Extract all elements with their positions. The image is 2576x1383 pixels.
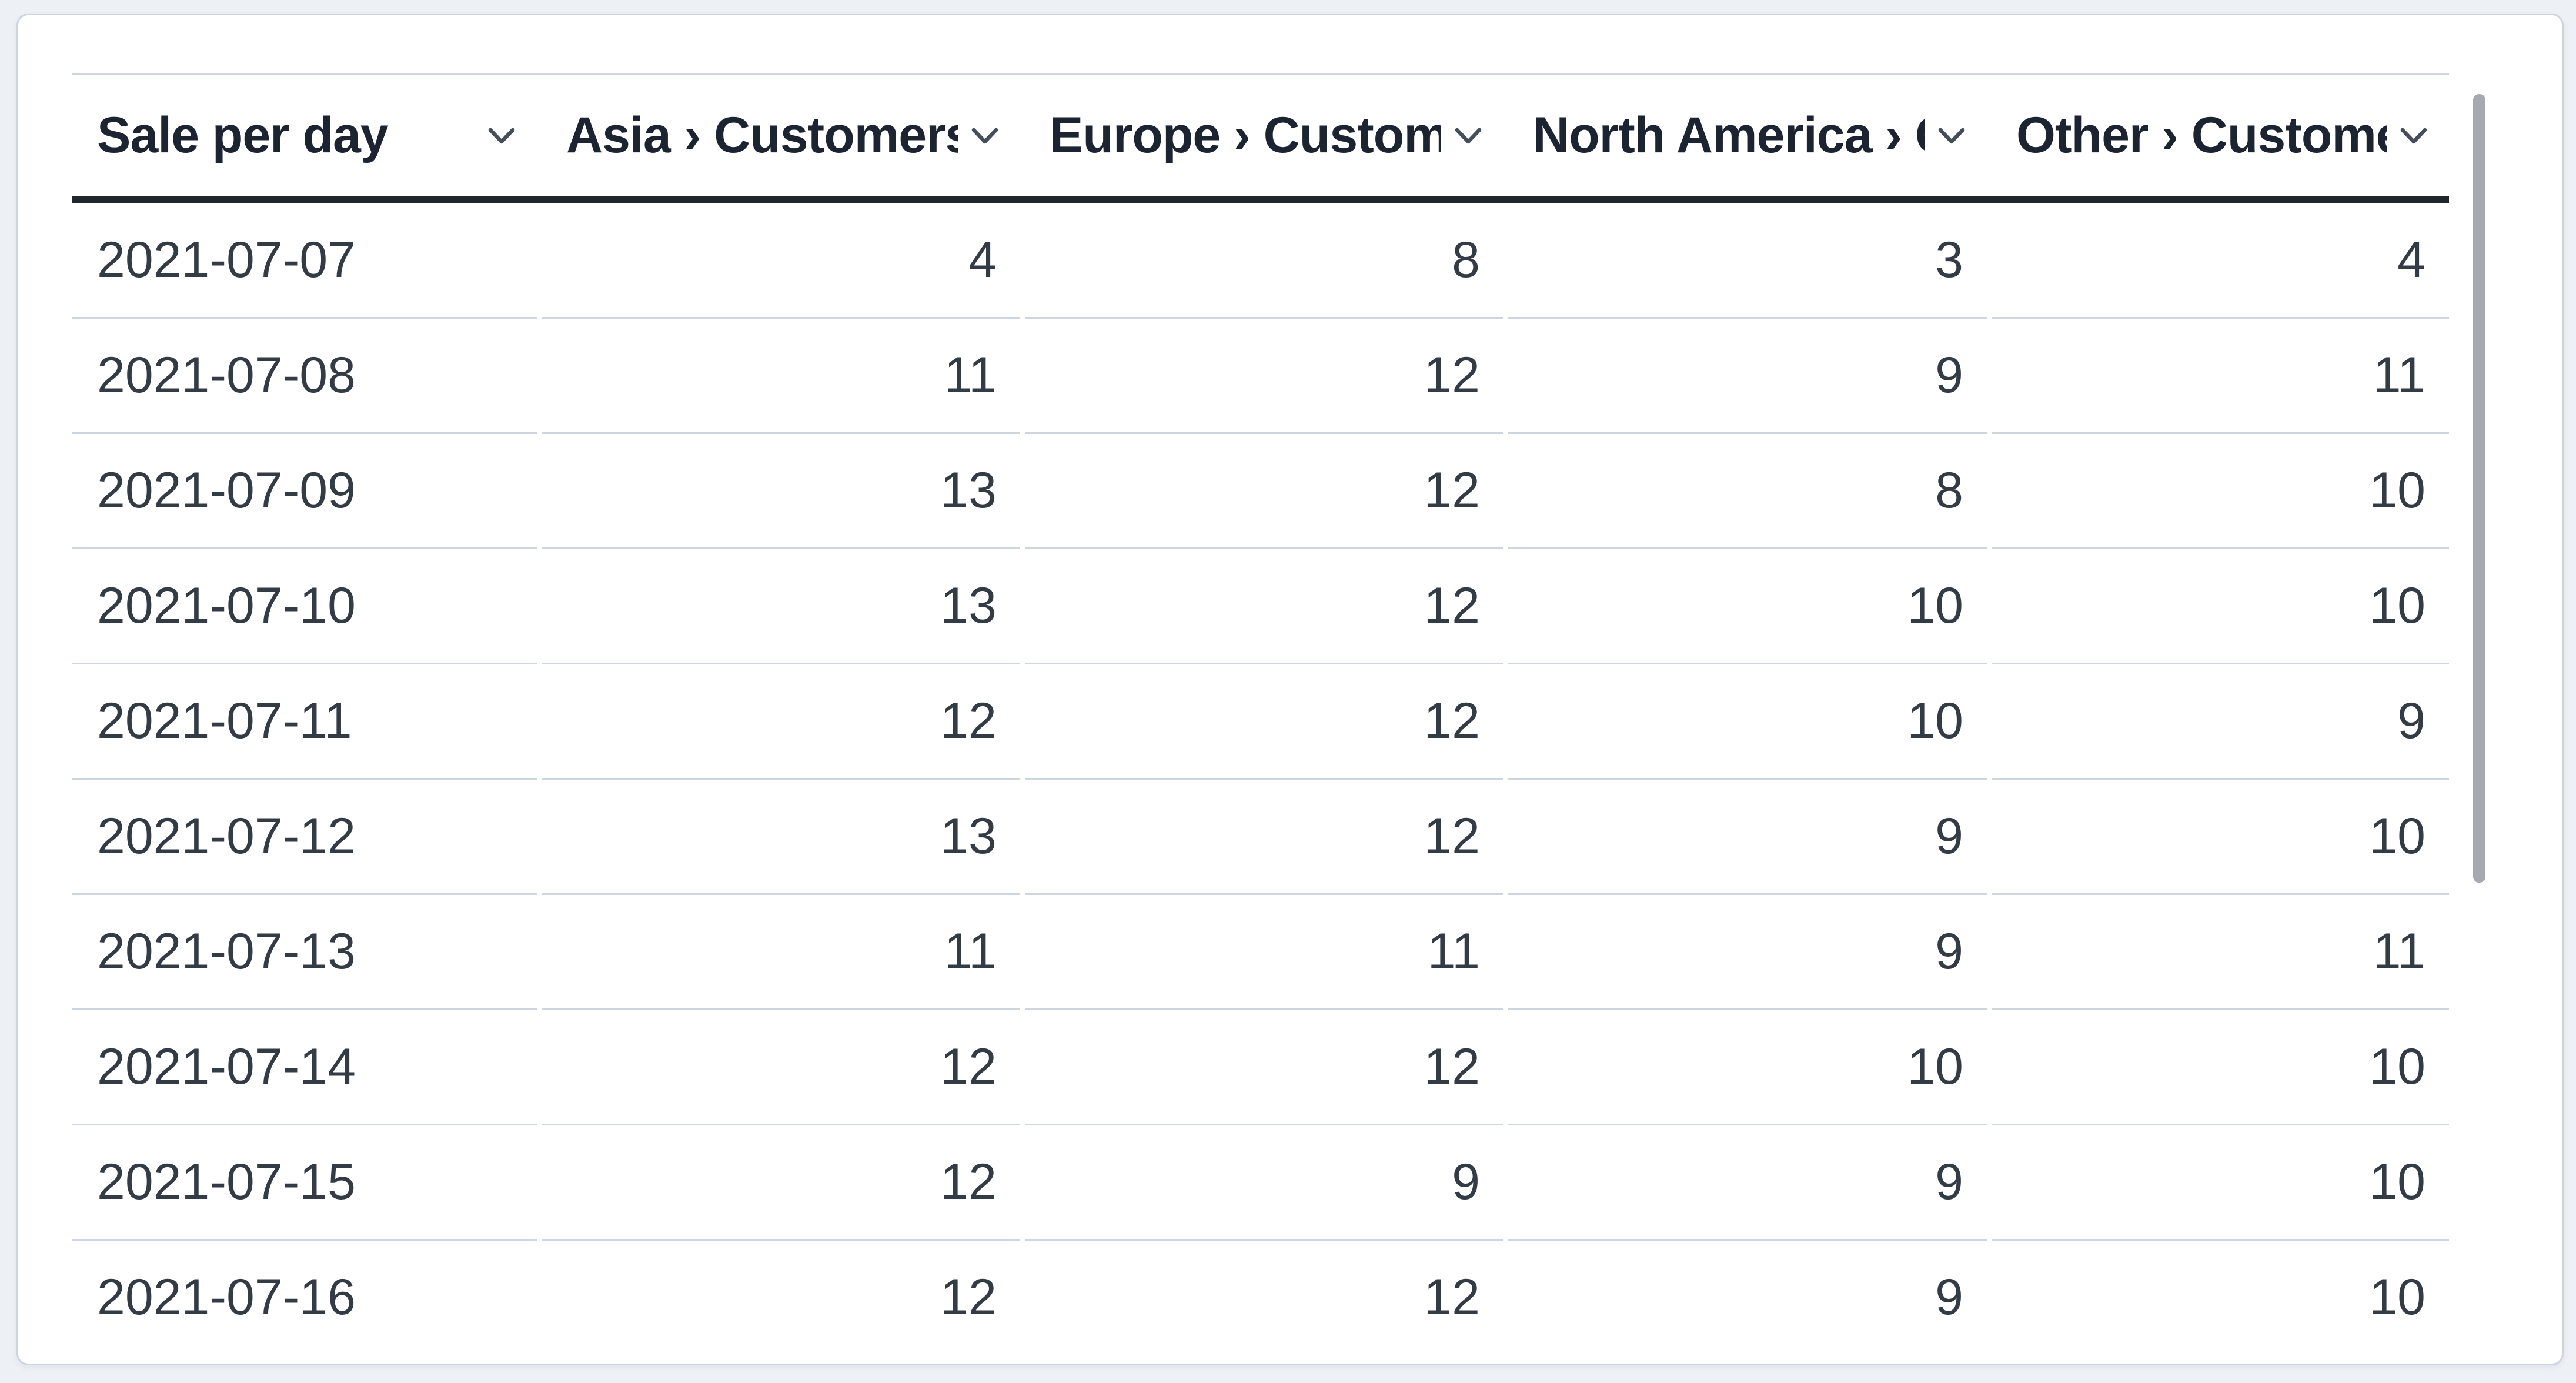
value-cell[interactable]: 9 — [1992, 664, 2449, 780]
value-cell[interactable]: 11 — [542, 319, 1020, 434]
value-cell[interactable]: 12 — [1025, 664, 1503, 780]
column-header[interactable]: Other › Customers — [1992, 75, 2449, 196]
value-cell[interactable]: 12 — [1025, 319, 1503, 434]
table-row: 2021-07-11 12 12 10 9 — [72, 664, 2449, 780]
value-cell[interactable]: 9 — [1025, 1125, 1503, 1241]
value-cell[interactable]: 12 — [1025, 549, 1503, 664]
table-row: 2021-07-12 13 12 9 10 — [72, 780, 2449, 895]
value-cell[interactable]: 9 — [1508, 1125, 1987, 1241]
value-cell[interactable]: 10 — [1992, 780, 2449, 895]
table-row: 2021-07-14 12 12 10 10 — [72, 1010, 2449, 1125]
column-header[interactable]: Asia › Customers — [542, 75, 1020, 196]
value-cell[interactable]: 12 — [542, 1241, 1020, 1352]
value-cell[interactable]: 4 — [542, 203, 1020, 319]
value-cell[interactable]: 9 — [1508, 895, 1987, 1010]
column-header-label: Europe › Customers — [1050, 107, 1441, 163]
value-cell[interactable]: 11 — [1992, 319, 2449, 434]
date-cell[interactable]: 2021-07-14 — [72, 1010, 537, 1125]
table-row: 2021-07-08 11 12 9 11 — [72, 319, 2449, 434]
column-header-label: Asia › Customers — [566, 107, 958, 163]
value-cell[interactable]: 10 — [1992, 549, 2449, 664]
value-cell[interactable]: 10 — [1992, 1125, 2449, 1241]
value-cell[interactable]: 11 — [1025, 895, 1503, 1010]
value-cell[interactable]: 3 — [1508, 203, 1987, 319]
value-cell[interactable]: 13 — [542, 434, 1020, 549]
table-row: 2021-07-09 13 12 8 10 — [72, 434, 2449, 549]
value-cell[interactable]: 8 — [1508, 434, 1987, 549]
value-cell[interactable]: 13 — [542, 549, 1020, 664]
value-cell[interactable]: 10 — [1992, 1241, 2449, 1352]
chevron-down-icon — [2400, 126, 2428, 146]
date-cell[interactable]: 2021-07-12 — [72, 780, 537, 895]
date-cell[interactable]: 2021-07-08 — [72, 319, 537, 434]
table-row: 2021-07-13 11 11 9 11 — [72, 895, 2449, 1010]
date-cell[interactable]: 2021-07-09 — [72, 434, 537, 549]
value-cell[interactable]: 12 — [1025, 1010, 1503, 1125]
value-cell[interactable]: 11 — [542, 895, 1020, 1010]
chevron-down-icon — [971, 126, 999, 146]
table-body: 2021-07-07 4 8 3 4 2021-07-08 11 12 9 11 2021-07-0… — [72, 203, 2449, 1352]
table-header-row: Sale per day Asia › Customers Europe › C… — [72, 73, 2449, 203]
vertical-scrollbar-thumb[interactable] — [2473, 94, 2485, 883]
value-cell[interactable]: 10 — [1992, 434, 2449, 549]
column-header[interactable]: North America › Customers — [1508, 75, 1987, 196]
date-cell[interactable]: 2021-07-13 — [72, 895, 537, 1010]
value-cell[interactable]: 12 — [1025, 434, 1503, 549]
value-cell[interactable]: 9 — [1508, 319, 1987, 434]
chevron-down-icon — [1454, 126, 1482, 146]
column-header-label: Sale per day — [97, 107, 389, 163]
value-cell[interactable]: 8 — [1025, 203, 1503, 319]
value-cell[interactable]: 12 — [542, 1010, 1020, 1125]
value-cell[interactable]: 10 — [1992, 1010, 2449, 1125]
table-row: 2021-07-15 12 9 9 10 — [72, 1125, 2449, 1241]
value-cell[interactable]: 9 — [1508, 1241, 1987, 1352]
column-header-label: Other › Customers — [2016, 107, 2387, 163]
chevron-down-icon — [487, 126, 516, 146]
table-row: 2021-07-07 4 8 3 4 — [72, 203, 2449, 319]
value-cell[interactable]: 13 — [542, 780, 1020, 895]
value-cell[interactable]: 10 — [1508, 1010, 1987, 1125]
value-cell[interactable]: 12 — [1025, 780, 1503, 895]
table-card: Sale per day Asia › Customers Europe › C… — [16, 14, 2564, 1365]
value-cell[interactable]: 12 — [1025, 1241, 1503, 1352]
table-scroll-area[interactable]: Sale per day Asia › Customers Europe › C… — [72, 73, 2449, 1352]
value-cell[interactable]: 10 — [1508, 664, 1987, 780]
chevron-down-icon — [1937, 126, 1966, 146]
date-cell[interactable]: 2021-07-15 — [72, 1125, 537, 1241]
column-header[interactable]: Sale per day — [72, 75, 537, 196]
table-row: 2021-07-10 13 12 10 10 — [72, 549, 2449, 664]
date-cell[interactable]: 2021-07-16 — [72, 1241, 537, 1352]
value-cell[interactable]: 11 — [1992, 895, 2449, 1010]
value-cell[interactable]: 10 — [1508, 549, 1987, 664]
value-cell[interactable]: 12 — [542, 664, 1020, 780]
table-row: 2021-07-16 12 12 9 10 — [72, 1241, 2449, 1352]
column-header[interactable]: Europe › Customers — [1025, 75, 1503, 196]
value-cell[interactable]: 9 — [1508, 780, 1987, 895]
value-cell[interactable]: 12 — [542, 1125, 1020, 1241]
date-cell[interactable]: 2021-07-11 — [72, 664, 537, 780]
date-cell[interactable]: 2021-07-07 — [72, 203, 537, 319]
column-header-label: North America › Customers — [1533, 107, 1925, 163]
date-cell[interactable]: 2021-07-10 — [72, 549, 537, 664]
value-cell[interactable]: 4 — [1992, 203, 2449, 319]
